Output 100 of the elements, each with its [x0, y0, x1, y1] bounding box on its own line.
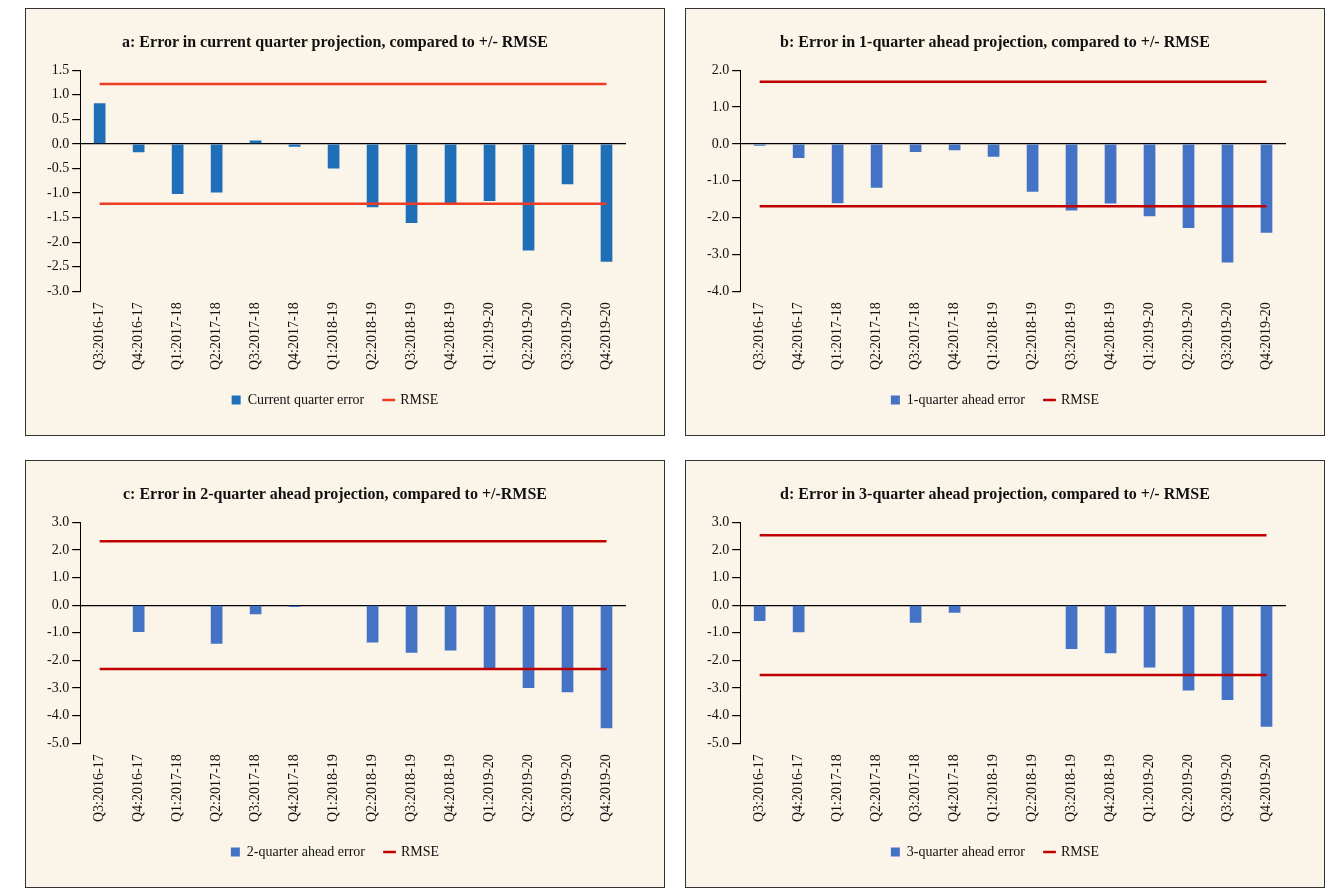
x-tick-label: Q2:2017-18: [208, 302, 224, 371]
x-tick-label: Q4:2018-19: [442, 302, 458, 371]
y-tick-label: -4.0: [706, 707, 730, 723]
x-tick-label: Q4:2016-17: [130, 754, 146, 823]
y-tick-label: 1.5: [51, 61, 70, 77]
chart-title: b: Error in 1-quarter ahead projection, compared to +/- RMSE: [780, 32, 1210, 51]
bar: [93, 103, 106, 144]
x-tick-label: Q1:2019-20: [481, 302, 497, 371]
x-tick-label: Q2:2017-18: [868, 302, 884, 371]
y-tick-label: 0.0: [711, 135, 730, 151]
x-tick-label: Q2:2018-19: [364, 754, 380, 823]
x-tick-label: Q1:2017-18: [829, 754, 845, 823]
x-tick-label: Q1:2019-20: [1141, 302, 1157, 371]
legend-label: RMSE: [1061, 391, 1100, 407]
x-tick-label: Q1:2019-20: [481, 754, 497, 823]
x-tick-label: Q4:2019-20: [598, 754, 614, 823]
x-tick-label: Q1:2017-18: [169, 754, 185, 823]
bar: [366, 144, 379, 208]
x-tick-label: Q3:2018-19: [403, 754, 419, 823]
x-tick-label: Q3:2016-17: [751, 754, 767, 823]
y-tick-label: -1.0: [706, 624, 730, 640]
legend-label: RMSE: [400, 391, 439, 407]
x-tick-label: Q4:2019-20: [1258, 302, 1274, 371]
bar: [522, 144, 535, 251]
bar: [444, 144, 457, 204]
chart-title: c: Error in 2-quarter ahead projection, compared to +/-RMSE: [122, 484, 548, 503]
x-tick-label: Q1:2019-20: [1141, 754, 1157, 823]
bar: [327, 144, 340, 169]
x-tick-label: Q2:2019-20: [1180, 302, 1196, 371]
x-tick-label: Q2:2018-19: [364, 302, 380, 371]
x-tick-label: Q3:2017-18: [907, 302, 923, 371]
x-tick-label: Q3:2019-20: [1219, 302, 1235, 371]
legend-label: 1-quarter ahead error: [906, 391, 1026, 407]
y-tick-label: -3.0: [46, 679, 70, 695]
x-tick-label: Q4:2017-18: [946, 754, 962, 823]
x-tick-label: Q2:2017-18: [208, 754, 224, 823]
bar: [171, 144, 184, 195]
x-tick-label: Q2:2019-20: [520, 754, 536, 823]
x-tick-label: Q1:2018-19: [325, 754, 341, 823]
x-tick-label: Q3:2019-20: [1219, 754, 1235, 823]
x-tick-label: Q4:2017-18: [286, 302, 302, 371]
y-tick-label: -4.0: [46, 707, 70, 723]
chart-title: d: Error in 3-quarter ahead projection, compared to +/- RMSE: [780, 484, 1210, 503]
x-tick-label: Q3:2019-20: [559, 302, 575, 371]
y-tick-label: -5.0: [46, 735, 70, 751]
x-tick-label: Q4:2016-17: [790, 754, 806, 823]
y-tick-label: 2.0: [711, 541, 730, 557]
y-tick-label: 0.5: [51, 111, 70, 127]
y-tick-label: -1.0: [46, 624, 70, 640]
bar: [210, 144, 223, 193]
x-tick-label: Q4:2018-19: [1102, 754, 1118, 823]
legend-label: 2-quarter ahead error: [246, 843, 366, 859]
y-tick-label: -1.0: [706, 172, 730, 188]
x-tick-label: Q1:2017-18: [169, 302, 185, 371]
x-tick-label: Q4:2019-20: [1258, 754, 1274, 823]
x-tick-label: Q1:2018-19: [985, 754, 1001, 823]
bar: [600, 144, 613, 262]
x-tick-label: Q3:2016-17: [91, 302, 107, 371]
x-tick-label: Q4:2017-18: [946, 302, 962, 371]
y-tick-label: 0.0: [51, 596, 70, 612]
x-tick-label: Q1:2018-19: [985, 302, 1001, 371]
x-tick-label: Q4:2018-19: [1102, 302, 1118, 371]
y-tick-label: 3.0: [51, 513, 70, 529]
y-tick-label: -5.0: [706, 735, 730, 751]
y-tick-label: 0.0: [711, 596, 730, 612]
y-tick-label: -2.0: [706, 652, 730, 668]
bar: [249, 140, 262, 144]
y-tick-label: -4.0: [706, 283, 730, 299]
x-tick-label: Q1:2018-19: [325, 302, 341, 371]
y-tick-label: -3.0: [706, 679, 730, 695]
x-tick-label: Q2:2019-20: [1180, 754, 1196, 823]
y-tick-label: -0.5: [46, 160, 70, 176]
y-tick-label: -1.0: [46, 184, 70, 200]
y-tick-label: 2.0: [711, 61, 730, 77]
x-tick-label: Q3:2017-18: [247, 302, 263, 371]
y-tick-label: -3.0: [706, 246, 730, 262]
y-tick-label: 0.0: [51, 135, 70, 151]
x-tick-label: Q3:2016-17: [91, 754, 107, 823]
x-tick-label: Q3:2018-19: [1063, 302, 1079, 371]
y-tick-label: 1.0: [711, 569, 730, 585]
x-tick-label: Q2:2018-19: [1024, 302, 1040, 371]
x-tick-label: Q4:2016-17: [790, 302, 806, 371]
x-tick-label: Q2:2017-18: [868, 754, 884, 823]
chart-title: a: Error in current quarter projection, compared to +/- RMSE: [122, 32, 548, 51]
bar: [405, 144, 418, 224]
x-tick-label: Q3:2018-19: [1063, 754, 1079, 823]
x-tick-label: Q4:2018-19: [442, 754, 458, 823]
bar: [561, 144, 574, 185]
legend-label: Current quarter error: [247, 391, 365, 407]
y-tick-label: 1.0: [711, 98, 730, 114]
y-tick-label: -2.0: [46, 652, 70, 668]
x-tick-label: Q4:2017-18: [286, 754, 302, 823]
x-tick-label: Q3:2016-17: [751, 302, 767, 371]
x-tick-label: Q2:2018-19: [1024, 754, 1040, 823]
y-tick-label: 3.0: [711, 513, 730, 529]
y-tick-label: 1.0: [51, 569, 70, 585]
y-tick-label: -2.0: [706, 209, 730, 225]
x-tick-label: Q1:2017-18: [829, 302, 845, 371]
x-tick-label: Q4:2016-17: [130, 302, 146, 371]
y-tick-label: -2.5: [46, 258, 70, 274]
